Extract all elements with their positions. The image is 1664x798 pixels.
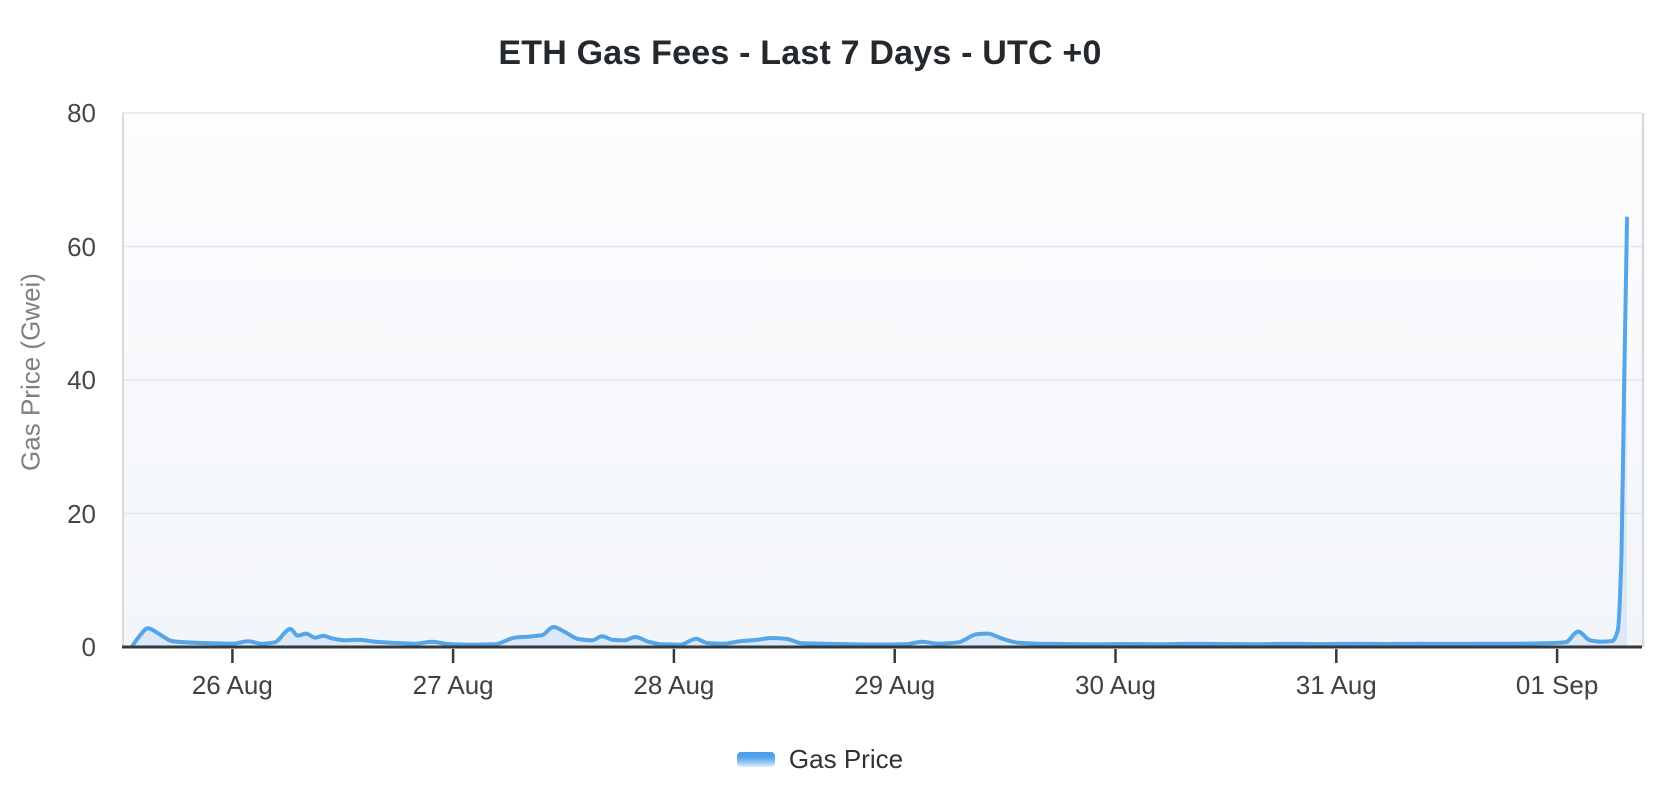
legend-label: Gas Price [788,744,904,774]
y-tick-label: 20 [67,498,96,529]
x-tick-label: 26 Aug [191,670,273,700]
gas-price-legend-marker-icon [736,752,775,767]
x-tick-label: 30 Aug [1075,670,1156,700]
chart-title: ETH Gas Fees - Last 7 Days - UTC +0 [498,34,1102,72]
legend[interactable]: Gas Price [0,744,1640,775]
gas-price-line [131,216,1629,647]
y-tick-label: 80 [67,98,96,128]
y-tick-label: 60 [67,231,96,262]
x-tick-label: 27 Aug [412,670,494,700]
x-tick-label: 31 Aug [1295,670,1377,700]
x-tick-label: 28 Aug [633,670,715,700]
x-tick-label: 01 Sep [1515,670,1599,700]
y-tick-label: 0 [81,632,96,662]
x-tick-label: 29 Aug [854,670,936,700]
y-tick-label: 40 [67,365,96,395]
